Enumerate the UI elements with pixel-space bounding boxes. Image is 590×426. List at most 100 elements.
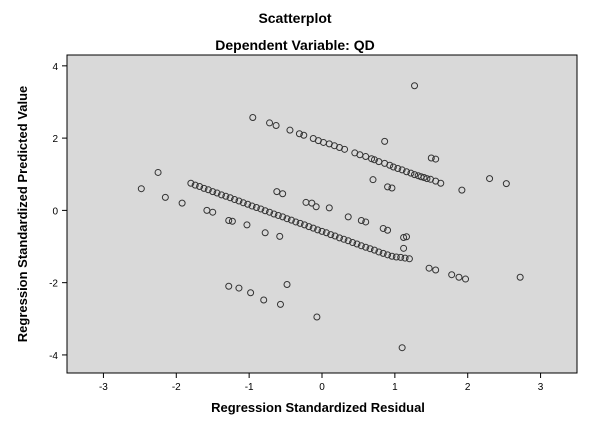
scatter-point <box>154 168 162 176</box>
scatter-point <box>357 217 365 225</box>
x-axis-label: Regression Standardized Residual <box>211 400 425 415</box>
scatter-point <box>384 226 392 234</box>
scatter-point <box>400 244 408 252</box>
scatter-point <box>200 184 208 192</box>
scatter-point <box>516 273 524 281</box>
scatter-point <box>349 239 357 247</box>
scatter-point <box>276 232 284 240</box>
scatter-point <box>248 202 256 210</box>
scatter-point <box>398 344 406 352</box>
scatter-point <box>283 215 291 223</box>
scatter-point <box>209 188 217 196</box>
scatter-point <box>322 229 330 237</box>
scatter-point <box>432 266 440 274</box>
data-points <box>137 82 524 352</box>
x-tick-label: 2 <box>465 382 471 393</box>
scatter-point <box>335 234 343 242</box>
scatter-point <box>403 168 411 176</box>
scatter-point <box>313 313 321 321</box>
scatter-point <box>204 186 212 194</box>
scatter-point <box>502 180 510 188</box>
scatter-point <box>327 231 335 239</box>
scatter-point <box>379 224 387 232</box>
scatter-point <box>217 191 225 199</box>
scatter-point <box>388 252 396 260</box>
scatter-point <box>225 217 233 225</box>
x-tick-label: 1 <box>392 382 398 393</box>
scatter-point <box>381 137 389 145</box>
scatter-point <box>331 232 339 240</box>
scatter-point <box>235 197 243 205</box>
scatter-point <box>296 219 304 227</box>
scatter-point <box>379 249 387 257</box>
scatter-point <box>235 284 243 292</box>
scatter-point <box>249 114 257 122</box>
scatter-point <box>432 155 440 163</box>
x-tick-label: 3 <box>538 382 544 393</box>
scatter-point <box>486 175 494 183</box>
scatter-point <box>244 200 252 208</box>
x-tick-label: -2 <box>172 382 181 393</box>
scatter-point <box>384 251 392 259</box>
scatter-point <box>301 221 309 229</box>
scatter-point <box>389 163 397 171</box>
scatter-point <box>279 213 287 221</box>
scatter-point <box>411 82 419 90</box>
scatter-point <box>400 233 408 241</box>
scatter-point <box>362 218 370 226</box>
scatter-point <box>325 204 333 212</box>
scatter-point <box>411 171 419 179</box>
scatter-point <box>243 221 251 229</box>
scatter-point <box>369 176 377 184</box>
scatter-point <box>405 255 413 263</box>
scatter-point <box>261 207 269 215</box>
scatter-point <box>370 156 378 164</box>
scatter-point <box>266 208 274 216</box>
scatter-point <box>386 161 394 169</box>
scatter-point <box>300 131 308 139</box>
scatter-point <box>247 289 255 297</box>
y-tick-label: -2 <box>49 279 58 290</box>
scatter-point <box>228 217 236 225</box>
scatter-point <box>312 203 320 211</box>
x-tick-label: -1 <box>245 382 254 393</box>
axis-ticks: -3 -2 -1 0 1 2 3 -4 -2 0 2 4 <box>49 62 544 393</box>
scatter-point <box>392 253 400 261</box>
y-tick-label: 0 <box>52 206 58 217</box>
scatter-point <box>260 296 268 304</box>
scatter-point <box>252 203 260 211</box>
scatter-point <box>239 199 247 207</box>
scatter-point <box>384 183 392 191</box>
scatter-point <box>292 218 300 226</box>
scatter-point <box>178 199 186 207</box>
scatter-point <box>448 271 456 279</box>
scatter-point <box>287 216 295 224</box>
scatter-point <box>222 192 230 200</box>
scatter-point <box>309 224 317 232</box>
scatter-point <box>279 190 287 198</box>
scatter-point <box>401 254 409 262</box>
scatter-point <box>314 226 322 234</box>
scatter-point <box>191 181 199 189</box>
scatter-point <box>283 280 291 288</box>
scatter-point <box>226 194 234 202</box>
scatter-point <box>357 242 365 250</box>
scatter-point <box>340 235 348 243</box>
scatter-point <box>425 264 433 272</box>
scatter-point <box>266 119 274 127</box>
scatter-point <box>370 246 378 254</box>
scatter-point <box>231 196 239 204</box>
scatter-point <box>274 211 282 219</box>
scatter-point <box>187 179 195 187</box>
plot-area <box>66 54 578 374</box>
scatter-point <box>455 273 463 281</box>
scatter-point <box>362 243 370 251</box>
scatter-point <box>394 164 402 172</box>
scatter-point <box>388 184 396 192</box>
scatter-point <box>213 189 221 197</box>
scatter-point <box>196 183 204 191</box>
scatter-point <box>366 245 374 253</box>
scatter-point <box>295 130 303 138</box>
